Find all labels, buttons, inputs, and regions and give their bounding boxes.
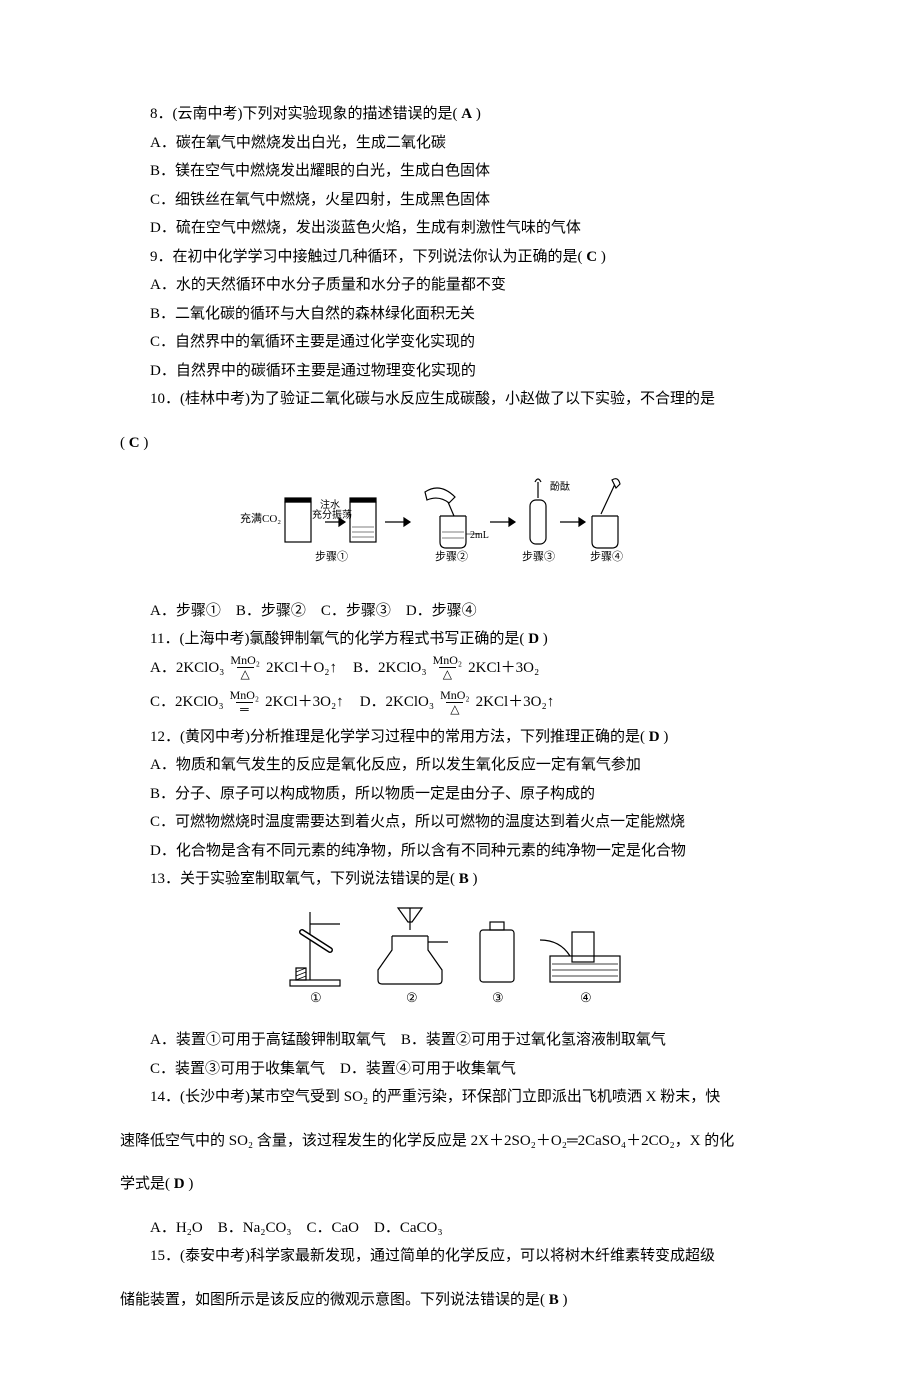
svg-text:步骤②: 步骤② (435, 550, 468, 563)
q12-answer: D (649, 729, 660, 745)
svg-text:步骤③: 步骤③ (522, 550, 555, 563)
q11-row1: A．2KClO₃ MnO₂△ 2KCl＋O₂↑ B．2KClO₃ MnO₂△ 2… (150, 654, 800, 683)
q10-opts: A．步骤① B．步骤② C．步骤③ D．步骤④ (120, 597, 800, 626)
svg-text:充分振荡: 充分振荡 (312, 508, 352, 521)
q11-stem: 11．(上海中考)氯酸钾制氧气的化学方程式书写正确的是( D ) (120, 625, 800, 654)
q11-opt-a: A．2KClO₃ MnO₂△ 2KCl＋O₂↑ (150, 654, 337, 683)
svg-text:酚酞: 酚酞 (550, 480, 570, 493)
svg-text:④: ④ (580, 990, 592, 1005)
q12-opt-a: A．物质和氧气发生的反应是氧化反应，所以发生氧化反应一定有氧气参加 (120, 751, 800, 780)
svg-text:步骤④: 步骤④ (590, 550, 623, 563)
q8-answer: A (461, 106, 472, 122)
q9-opt-d: D．自然界中的碳循环主要是通过物理变化实现的 (120, 357, 800, 386)
svg-text:①: ① (310, 990, 322, 1005)
q8-opt-b: B．镁在空气中燃烧发出耀眼的白光，生成白色固体 (120, 157, 800, 186)
q12-opt-d: D．化合物是含有不同元素的纯净物，所以含有不同种元素的纯净物一定是化合物 (120, 837, 800, 866)
q9-opt-a: A．水的天然循环中水分子质量和水分子的能量都不变 (120, 271, 800, 300)
q13-opts-line1: A．装置①可用于高锰酸钾制取氧气 B．装置②可用于过氧化氢溶液制取氧气 (120, 1026, 800, 1055)
q15-l1: 15．(泰安中考)科学家最新发现，通过简单的化学反应，可以将树木纤维素转变成超级 (120, 1242, 800, 1271)
q9-stem: 9．在初中化学学习中接触过几种循环，下列说法你认为正确的是( C ) (120, 243, 800, 272)
svg-text:2mL: 2mL (470, 530, 489, 541)
q11-opt-b: B．2KClO₃ MnO₂△ 2KCl＋3O₂ (353, 654, 539, 683)
q10-stem2-post: ) (140, 435, 149, 451)
q9-stem-post: ) (597, 249, 606, 265)
q13-stem-pre: 13．关于实验室制取氧气，下列说法错误的是( (150, 871, 459, 887)
svg-text:充满CO₂: 充满CO₂ (240, 511, 281, 525)
q14-l1: 14．(长沙中考)某市空气受到 SO₂ 的严重污染，环保部门立即派出飞机喷洒 X… (120, 1083, 800, 1112)
q13-stem-post: ) (469, 871, 478, 887)
q10-stem2: ( C ) (120, 429, 800, 458)
q15-answer: B (549, 1292, 559, 1308)
q15-l2: 储能装置，如图所示是该反应的微观示意图。下列说法错误的是( B ) (120, 1286, 800, 1315)
q9-opt-b: B．二氧化碳的循环与大自然的森林绿化面积无关 (120, 300, 800, 329)
q10-stem2-pre: ( (120, 435, 129, 451)
svg-text:②: ② (406, 990, 418, 1005)
q10-stem1: 10．(桂林中考)为了验证二氧化碳与水反应生成碳酸，小赵做了以下实验，不合理的是 (120, 385, 800, 414)
q11-stem-pre: 11．(上海中考)氯酸钾制氧气的化学方程式书写正确的是( (150, 631, 528, 647)
q8-opt-d: D．硫在空气中燃烧，发出淡蓝色火焰，生成有刺激性气味的气体 (120, 214, 800, 243)
q11-opt-c: C．2KClO₃ MnO₂═ 2KCl＋3O₂↑ (150, 688, 344, 717)
q14-answer: D (174, 1176, 185, 1192)
svg-text:③: ③ (492, 990, 504, 1005)
q13-stem: 13．关于实验室制取氧气，下列说法错误的是( B ) (120, 865, 800, 894)
q12-stem-post: ) (660, 729, 669, 745)
q12-opt-b: B．分子、原子可以构成物质，所以物质一定是由分子、原子构成的 (120, 780, 800, 809)
q11-opt-d: D．2KClO₃ MnO₂△ 2KCl＋3O₂↑ (360, 688, 555, 717)
q13-opts-line2: C．装置③可用于收集氧气 D．装置④可用于收集氧气 (120, 1055, 800, 1084)
q10-figure: 充满CO₂ 注水 充分振荡 步骤① 2mL 步骤② 酚酞 步骤③ 步骤④ (120, 472, 800, 593)
reaction-arrow-icon: MnO₂△ (228, 654, 262, 681)
q9-opt-c: C．自然界中的氧循环主要是通过化学变化实现的 (120, 328, 800, 357)
q10-answer: C (129, 435, 140, 451)
q9-answer: C (586, 249, 597, 265)
reaction-arrow-icon: MnO₂△ (431, 654, 465, 681)
q13-figure: ① ② ③ ④ (120, 902, 800, 1023)
q14-l3: 学式是( D ) (120, 1170, 800, 1199)
q12-opt-c: C．可燃物燃烧时温度需要达到着火点，所以可燃物的温度达到着火点一定能燃烧 (120, 808, 800, 837)
q8-stem: 8．(云南中考)下列对实验现象的描述错误的是( A ) (120, 100, 800, 129)
q8-opt-a: A．碳在氧气中燃烧发出白光，生成二氧化碳 (120, 129, 800, 158)
q11-row2: C．2KClO₃ MnO₂═ 2KCl＋3O₂↑ D．2KClO₃ MnO₂△ … (150, 688, 800, 717)
q12-stem: 12．(黄冈中考)分析推理是化学学习过程中的常用方法，下列推理正确的是( D ) (120, 723, 800, 752)
q8-opt-c: C．细铁丝在氧气中燃烧，火星四射，生成黑色固体 (120, 186, 800, 215)
q13-answer: B (459, 871, 469, 887)
q11-answer: D (528, 631, 539, 647)
q14-l2: 速降低空气中的 SO₂ 含量，该过程发生的化学反应是 2X＋2SO₂＋O₂═2C… (120, 1127, 800, 1156)
svg-text:步骤①: 步骤① (315, 550, 348, 563)
q12-stem-pre: 12．(黄冈中考)分析推理是化学学习过程中的常用方法，下列推理正确的是( (150, 729, 649, 745)
q9-stem-pre: 9．在初中化学学习中接触过几种循环，下列说法你认为正确的是( (150, 249, 586, 265)
q8-stem-post: ) (472, 106, 481, 122)
q14-opts: A．H₂O B．Na₂CO₃ C．CaO D．CaCO₃ (120, 1214, 800, 1243)
q8-stem-pre: 8．(云南中考)下列对实验现象的描述错误的是( (150, 106, 461, 122)
reaction-arrow-icon: MnO₂═ (228, 689, 262, 716)
q11-stem-post: ) (539, 631, 548, 647)
reaction-arrow-icon: MnO₂△ (438, 689, 472, 716)
